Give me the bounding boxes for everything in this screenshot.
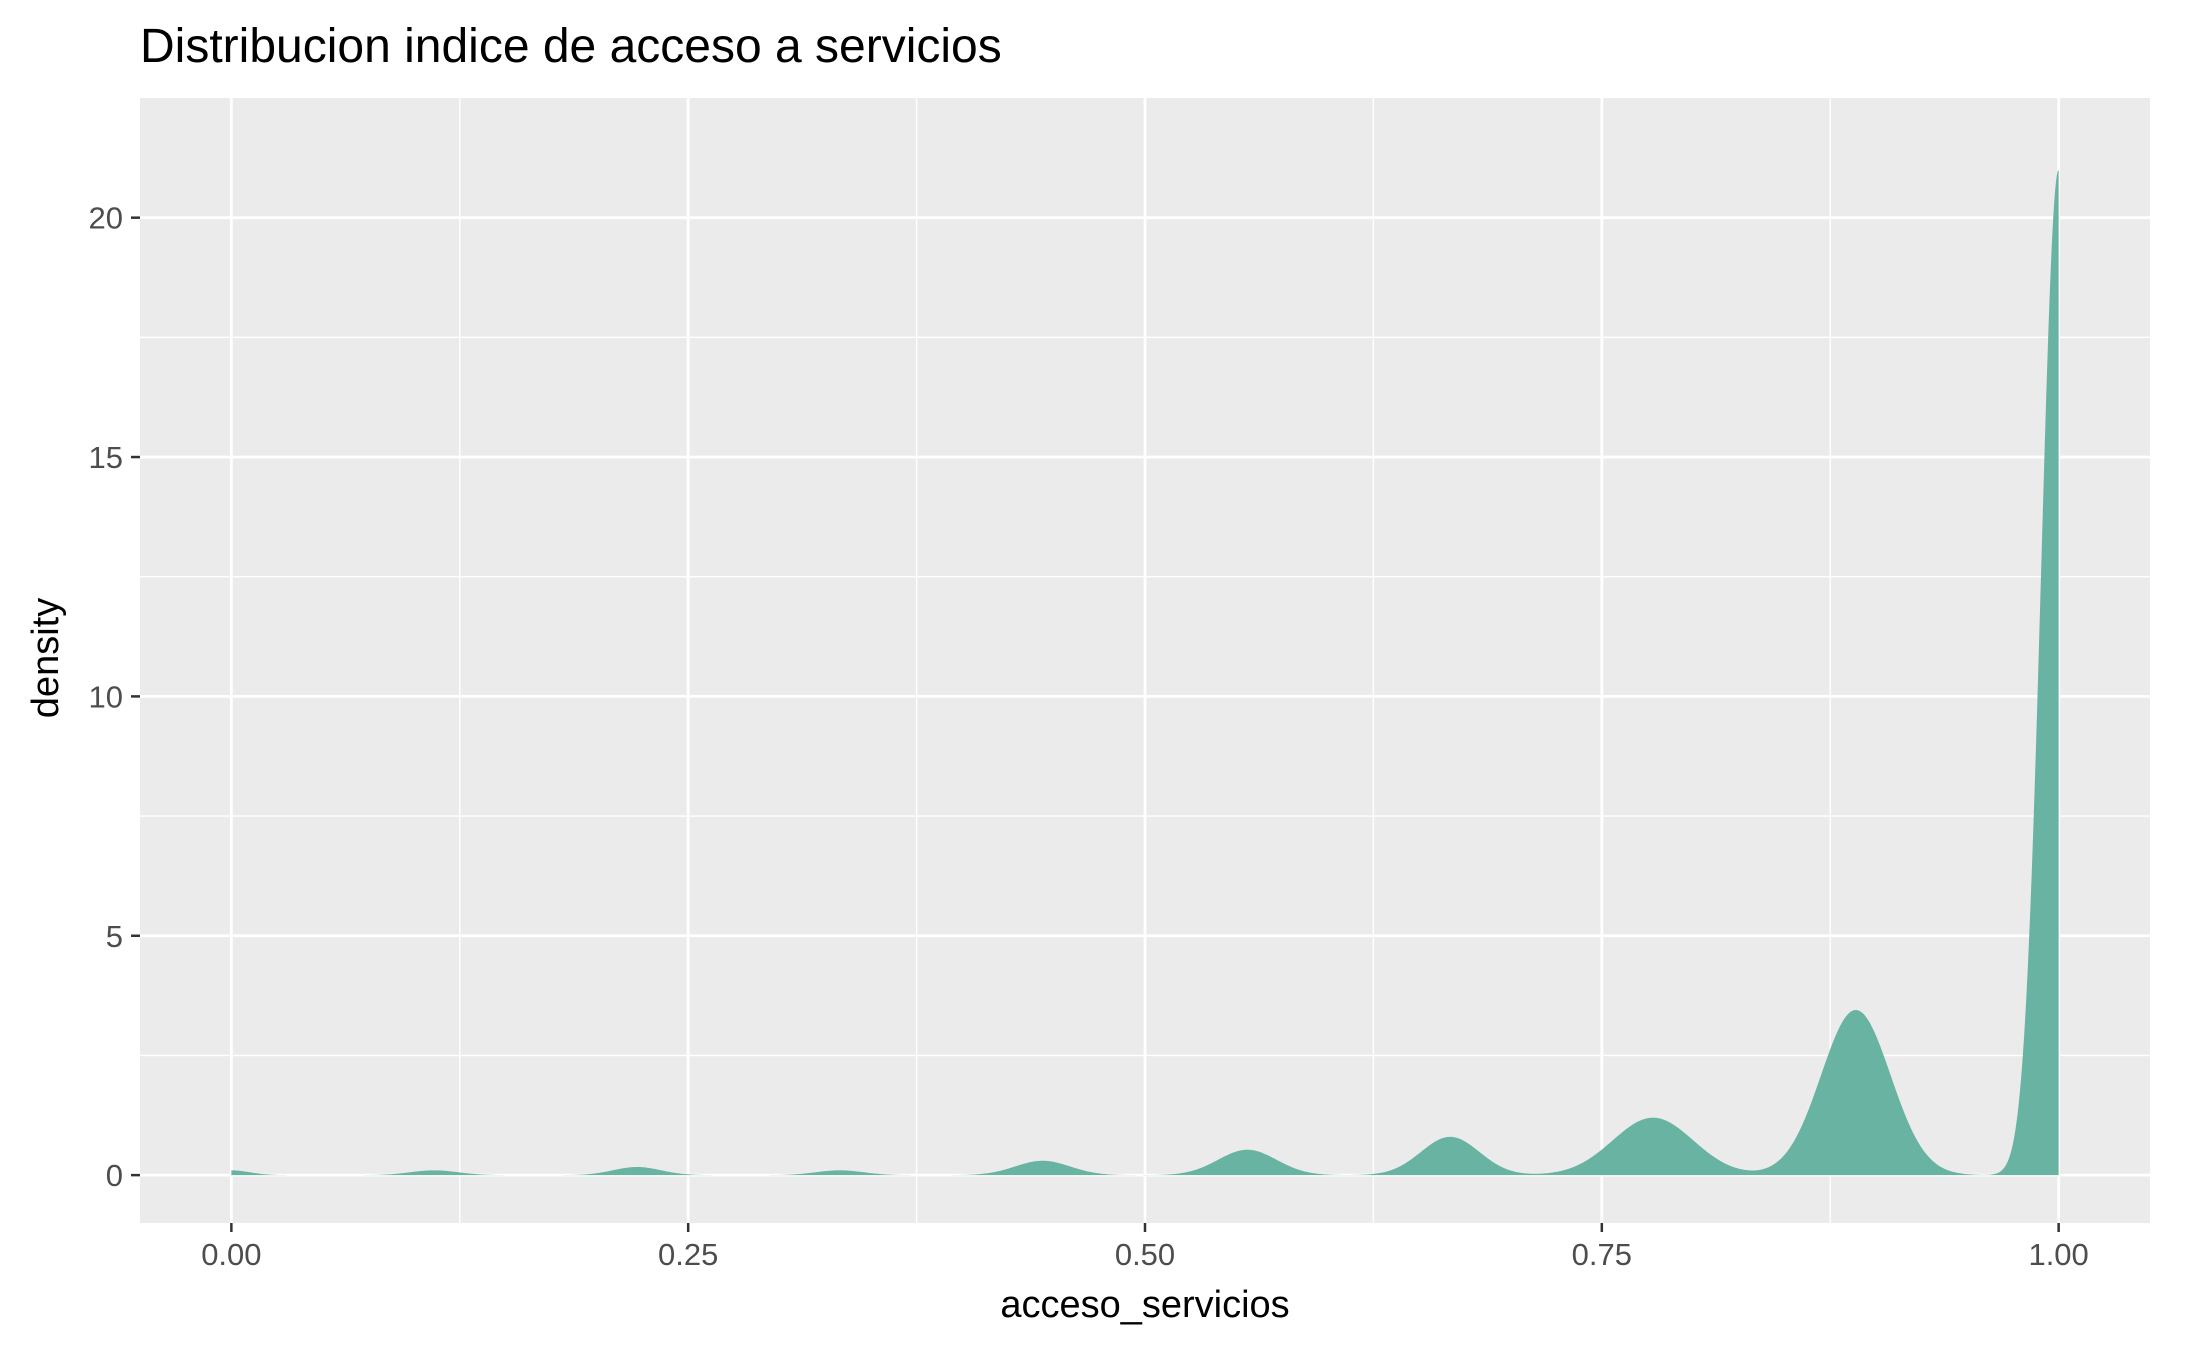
x-tick-label: 0.00	[201, 1237, 261, 1272]
y-axis: 0 5 10 15 20	[89, 201, 140, 1193]
y-tick-label: 15	[89, 440, 123, 475]
y-tick-label: 10	[89, 679, 123, 714]
x-axis-title: acceso_servicios	[1000, 1284, 1289, 1326]
y-tick-label: 20	[89, 201, 123, 236]
x-axis: 0.00 0.25 0.50 0.75 1.00	[201, 1223, 2089, 1272]
y-tick-label: 0	[106, 1158, 123, 1193]
y-tick-label: 5	[106, 919, 123, 954]
chart-title: Distribucion indice de acceso a servicio…	[140, 20, 1002, 73]
density-area	[231, 169, 2059, 1176]
x-tick-label: 1.00	[2028, 1237, 2088, 1272]
x-tick-label: 0.25	[658, 1237, 718, 1272]
x-tick-label: 0.75	[1572, 1237, 1632, 1272]
y-axis-title: density	[25, 598, 67, 718]
x-tick-label: 0.50	[1115, 1237, 1175, 1272]
